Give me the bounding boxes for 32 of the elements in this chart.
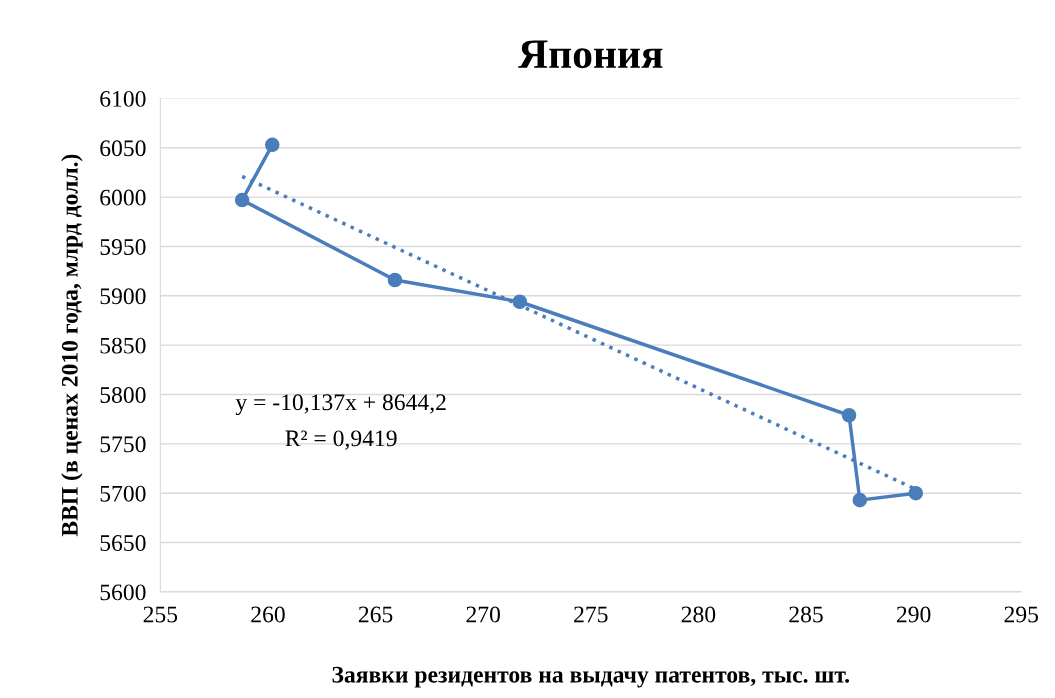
- x-tick-label: 270: [466, 606, 500, 623]
- y-tick-label: 5700: [100, 485, 146, 502]
- y-tick-label: 6000: [100, 189, 146, 206]
- y-tick-label: 5950: [100, 238, 146, 255]
- point: [908, 485, 924, 501]
- x-tick-label: 295: [1004, 606, 1039, 623]
- y-tick-label: 5750: [100, 436, 146, 453]
- y-tick-label: 5800: [100, 387, 146, 403]
- x-tick-label: 290: [896, 606, 931, 623]
- point: [234, 192, 250, 208]
- y-tick-label: 6050: [100, 140, 146, 157]
- y-tick-label: 5650: [100, 535, 146, 551]
- x-tick-label: 260: [251, 606, 285, 623]
- y-tick-label: 6100: [100, 90, 146, 107]
- x-tick-label: 265: [358, 606, 393, 623]
- point: [841, 407, 857, 423]
- chart-title: Япония: [518, 40, 663, 69]
- point: [852, 492, 868, 508]
- y-tick-label: 5900: [100, 288, 146, 305]
- annotation: R² = 0,9419: [285, 430, 397, 450]
- y-tick-label: 5850: [100, 337, 146, 354]
- x-axis-title: Заявки резидентов на выдачу патентов, тыс. шт.: [332, 666, 850, 688]
- y-axis-title: ВВП (в ценах 2010 года, млрд долл.): [61, 154, 83, 537]
- x-tick-label: 280: [681, 606, 716, 623]
- y-tick-label: 5600: [100, 584, 146, 601]
- point: [512, 294, 528, 310]
- x-tick-label: 275: [574, 606, 608, 623]
- annotation: y = -10,137x + 8644,2: [235, 394, 446, 416]
- x-tick-label: 285: [789, 606, 823, 623]
- point: [264, 137, 280, 153]
- point: [387, 272, 403, 288]
- x-tick-label: 255: [143, 606, 178, 623]
